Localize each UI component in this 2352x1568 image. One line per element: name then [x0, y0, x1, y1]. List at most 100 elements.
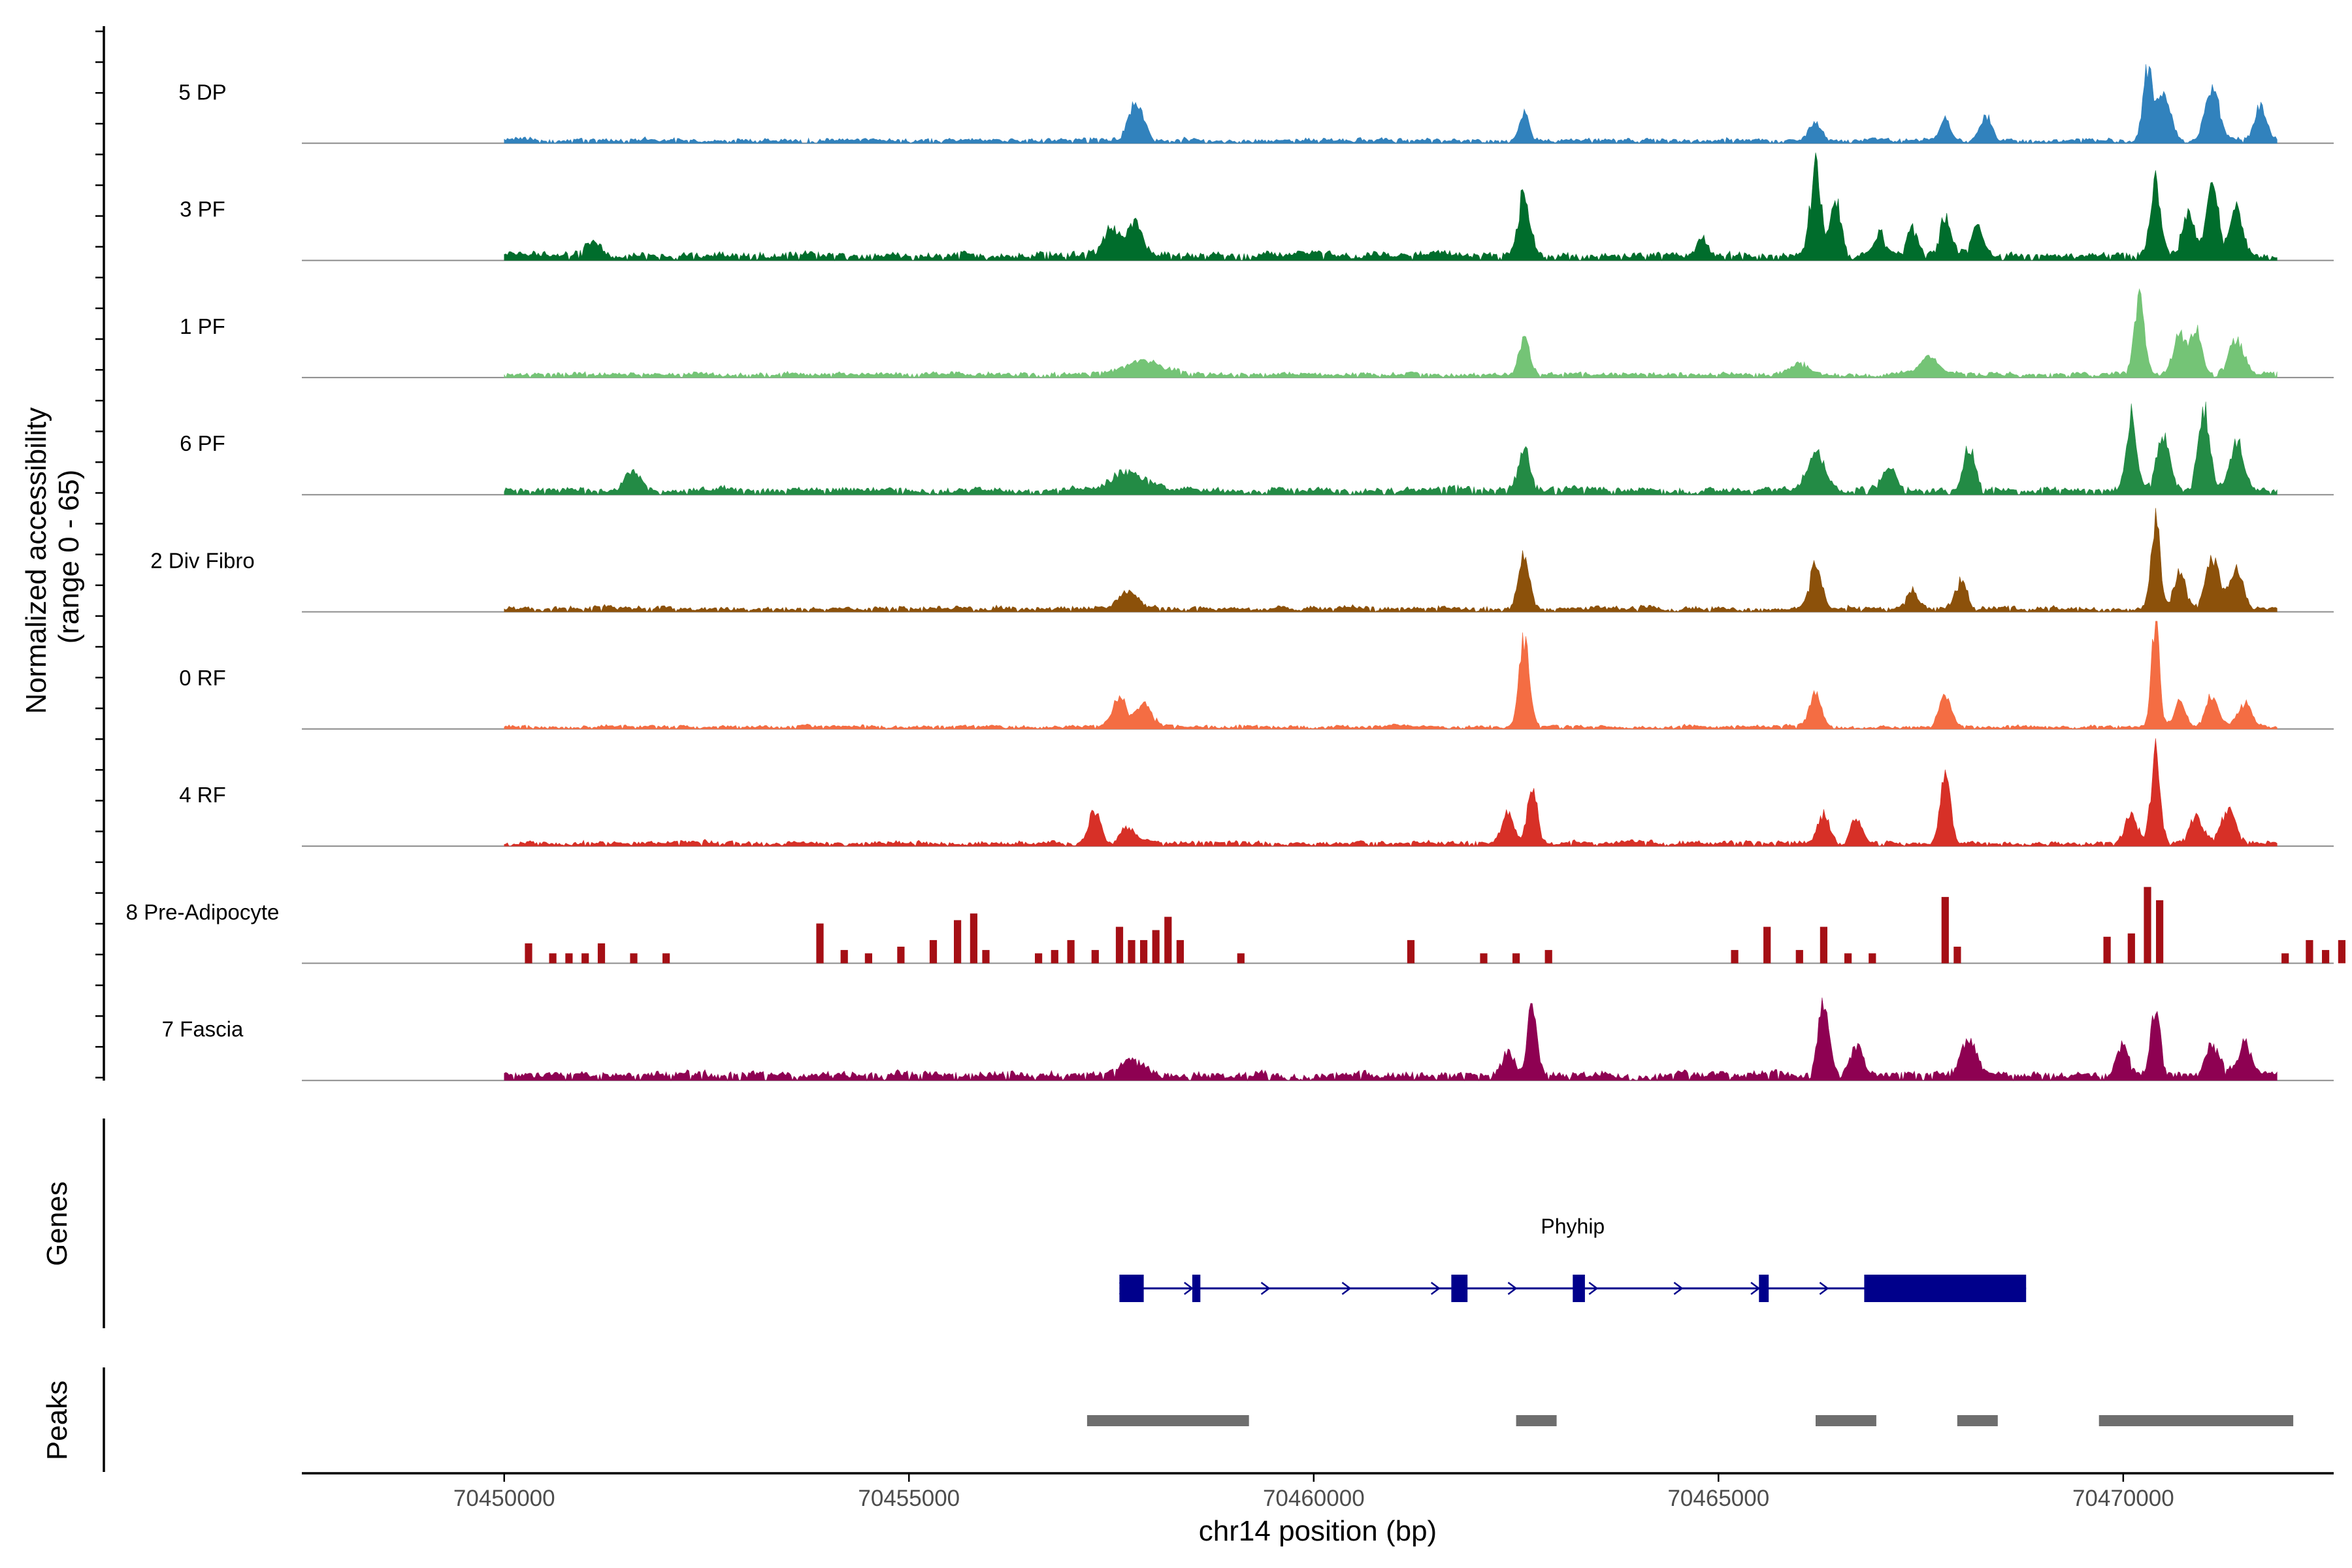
- coverage-area: [504, 152, 2278, 261]
- coverage-bar: [597, 943, 606, 964]
- coverage-bar: [1067, 939, 1075, 964]
- coverage-bar: [1953, 947, 1961, 964]
- x-axis-ticks: 70450000 70455000 70460000 70465000 70470000: [453, 1473, 2174, 1511]
- coverage-area: [504, 288, 2278, 379]
- coverage-tracks: 5 DP 3 PF 1 PF 6 PF 2 Div Fibro 0 RF 4 RF 8 Pre…: [126, 64, 2345, 1081]
- coverage-bar: [630, 953, 638, 964]
- coverage-bar: [1795, 950, 1803, 964]
- x-tick-label: 70455000: [858, 1486, 960, 1511]
- peak-region: [2099, 1415, 2294, 1426]
- coverage-track: 7 Fascia: [162, 997, 2334, 1081]
- coverage-bar: [1051, 950, 1058, 964]
- peak-region: [1516, 1415, 1557, 1426]
- coverage-bar: [954, 920, 962, 964]
- gene-name-label: Phyhip: [1541, 1215, 1605, 1238]
- coverage-bar: [1731, 950, 1739, 964]
- coverage-y-axis-title: Normalized accessibility (range 0 - 65): [20, 399, 85, 714]
- gene-exon: [1759, 1275, 1769, 1302]
- coverage-bar: [1869, 953, 1876, 964]
- coverage-bar: [1512, 953, 1520, 964]
- coverage-bar: [525, 943, 532, 964]
- strand-arrow: [1260, 1282, 1271, 1295]
- coverage-track: 6 PF: [180, 401, 2334, 496]
- coverage-y-axis-title-line1: Normalized accessibility: [20, 407, 52, 713]
- x-tick-label: 70465000: [1667, 1486, 1769, 1511]
- coverage-area: [504, 621, 2278, 730]
- coverage-panel: Normalized accessibility (range 0 - 65) …: [20, 26, 2345, 1081]
- coverage-track: 1 PF: [180, 288, 2334, 379]
- peak-region: [1816, 1415, 1876, 1426]
- coverage-bar: [2338, 939, 2345, 964]
- coverage-area: [504, 997, 2278, 1081]
- coverage-bar: [2156, 900, 2164, 964]
- strand-arrow: [1119, 1282, 1129, 1295]
- coverage-track: 2 Div Fibro: [150, 508, 2334, 613]
- genes-track-label: Genes: [41, 1181, 73, 1266]
- coverage-bar: [1544, 950, 1552, 964]
- gene-exon: [1451, 1275, 1468, 1302]
- gene-exon: [1119, 1275, 1144, 1302]
- coverage-bar: [1091, 950, 1099, 964]
- coverage-area: [504, 64, 2278, 144]
- x-tick-label: 70460000: [1263, 1486, 1365, 1511]
- coverage-bar: [1164, 917, 1172, 964]
- coverage-track: 8 Pre-Adipocyte: [126, 887, 2345, 964]
- coverage-bar: [2306, 939, 2313, 964]
- coverage-area: [504, 401, 2278, 496]
- strand-arrow: [1819, 1282, 1829, 1295]
- coverage-y-axis-title-line2: (range 0 - 65): [53, 470, 85, 644]
- coverage-bar: [897, 947, 905, 964]
- peak-regions: [1086, 1415, 2294, 1426]
- track-label: 8 Pre-Adipocyte: [126, 900, 280, 924]
- track-label: 1 PF: [180, 314, 225, 338]
- peaks-track-label: Peaks: [41, 1380, 73, 1460]
- track-label: 4 RF: [179, 783, 226, 807]
- track-label: 6 PF: [180, 431, 225, 455]
- coverage-bar: [565, 953, 573, 964]
- coverage-bar: [2281, 953, 2289, 964]
- track-label: 3 PF: [180, 197, 225, 221]
- coverage-track: 5 DP: [178, 64, 2334, 144]
- coverage-bar: [1820, 926, 1827, 964]
- gene-model: Phyhip: [1119, 1215, 2027, 1302]
- track-label: 2 Div Fibro: [150, 549, 255, 573]
- coverage-bar: [1035, 953, 1043, 964]
- coverage-bar: [2103, 936, 2111, 964]
- coverage-bar: [2144, 887, 2151, 964]
- coverage-bar: [2322, 950, 2330, 964]
- coverage-track: 3 PF: [180, 152, 2334, 261]
- strand-arrow: [1588, 1282, 1599, 1295]
- coverage-bar: [816, 923, 824, 964]
- x-tick-label: 70470000: [2072, 1486, 2174, 1511]
- strand-arrow: [1341, 1282, 1352, 1295]
- coverage-area: [504, 738, 2278, 847]
- strand-arrow: [1430, 1282, 1441, 1295]
- coverage-bar: [2127, 933, 2135, 964]
- x-axis: 70450000 70455000 70460000 70465000 70470000…: [302, 1472, 2334, 1547]
- gene-exon: [1192, 1275, 1201, 1302]
- coverage-bar: [1176, 939, 1184, 964]
- strand-arrow: [1750, 1282, 1761, 1295]
- coverage-bar: [1844, 953, 1852, 964]
- strand-arrow: [1673, 1282, 1684, 1295]
- coverage-bar: [970, 913, 977, 964]
- coverage-bar: [1237, 953, 1245, 964]
- coverage-track: 0 RF: [179, 621, 2334, 730]
- coverage-bar: [1763, 926, 1771, 964]
- coverage-bar: [581, 953, 589, 964]
- coverage-bar: [1407, 939, 1415, 964]
- coverage-bar: [1941, 896, 1949, 964]
- strand-arrow: [1184, 1282, 1194, 1295]
- track-label: 0 RF: [179, 666, 226, 690]
- peak-region: [1086, 1415, 1249, 1426]
- genes-panel: Genes Phyhip: [41, 1119, 2027, 1328]
- coverage-y-axis-ticks: [95, 30, 104, 1079]
- coverage-area: [504, 508, 2278, 613]
- track-label: 5 DP: [178, 80, 226, 104]
- track-label: 7 Fascia: [162, 1017, 244, 1041]
- x-axis-title: chr14 position (bp): [1199, 1515, 1437, 1547]
- coverage-bar: [1115, 926, 1124, 964]
- strand-arrow: [1507, 1282, 1518, 1295]
- coverage-bar: [1152, 930, 1160, 964]
